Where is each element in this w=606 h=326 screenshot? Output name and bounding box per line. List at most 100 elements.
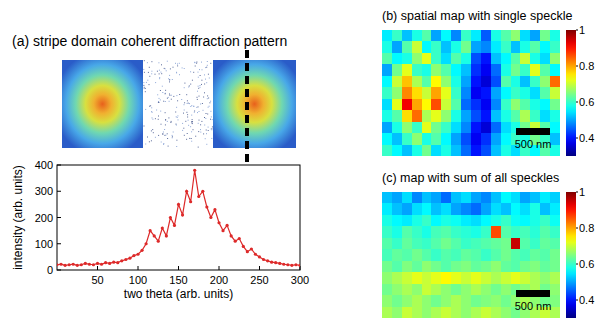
scale-bar-label: 500 nm	[515, 138, 552, 150]
heatmap-cell	[422, 41, 432, 53]
marker	[193, 169, 196, 172]
heatmap-cell	[412, 215, 422, 227]
heatmap-cell	[392, 284, 402, 296]
noise-dot	[210, 101, 211, 102]
heatmap-cell	[451, 64, 461, 76]
heatmap-cell	[431, 307, 441, 319]
noise-dot	[197, 112, 198, 113]
heatmap-cell	[461, 215, 471, 227]
heatmap-cell	[402, 99, 412, 111]
marker	[136, 253, 139, 256]
noise-dot	[200, 129, 201, 130]
noise-dot	[170, 122, 171, 123]
heatmap-cell	[422, 133, 432, 145]
marker	[173, 224, 176, 227]
marker	[246, 250, 249, 253]
noise-dot	[191, 131, 192, 132]
noise-dot	[164, 129, 165, 130]
heatmap-cell	[412, 76, 422, 88]
noise-dot	[198, 86, 199, 87]
heatmap-cell	[491, 284, 501, 296]
noise-dot	[211, 128, 212, 129]
noise-dot	[184, 83, 185, 84]
heatmap-cell	[431, 110, 441, 122]
heatmap-cell	[461, 76, 471, 88]
colorbar-tick-label: 0.4	[579, 132, 594, 144]
noise-dot	[158, 101, 159, 102]
heatmap-cell	[422, 99, 432, 111]
noise-dot	[194, 62, 195, 63]
noise-dot	[200, 75, 201, 76]
noise-dot	[159, 70, 160, 71]
marker	[254, 253, 257, 256]
heatmap-cell	[550, 307, 560, 319]
noise-dot	[144, 126, 145, 127]
heatmap-cell	[412, 122, 422, 134]
heatmap-cell	[481, 53, 491, 65]
heatmap-cell	[451, 30, 461, 42]
heatmap-cell	[431, 30, 441, 42]
noise-dot	[160, 99, 161, 100]
heatmap-cell	[392, 238, 402, 250]
noise-dot	[143, 82, 144, 83]
heatmap-cell	[491, 53, 501, 65]
heatmap-cell	[441, 64, 451, 76]
marker	[217, 221, 220, 224]
noise-dot	[157, 94, 158, 95]
heatmap-cell	[461, 192, 471, 204]
noise-dot	[176, 107, 177, 108]
noise-dot	[150, 105, 151, 106]
heatmap-cell	[481, 99, 491, 111]
noise-dot	[156, 110, 157, 111]
heatmap-cell	[481, 76, 491, 88]
noise-dot	[184, 135, 185, 136]
marker	[132, 254, 135, 257]
noise-dot	[197, 97, 198, 98]
noise-dot	[203, 110, 204, 111]
heatmap-cell	[382, 203, 392, 215]
heatmap-cell	[520, 87, 530, 99]
x-tick-label: 200	[210, 274, 228, 286]
line	[57, 170, 300, 265]
noise-dot	[179, 94, 180, 95]
heatmap-cell	[550, 133, 560, 145]
noise-dot	[207, 114, 208, 115]
x-tick-label: 250	[250, 274, 268, 286]
heatmap-cell	[530, 261, 540, 273]
noise-dot	[158, 135, 159, 136]
heatmap-cell	[382, 215, 392, 227]
colorbar-tick-label: 0.8	[579, 60, 594, 72]
noise-dot	[198, 131, 199, 132]
noise-dot	[160, 111, 161, 112]
heatmap-cell	[392, 76, 402, 88]
noise-dot	[211, 138, 212, 139]
heatmap-cell	[412, 41, 422, 53]
noise-dot	[184, 104, 185, 105]
heatmap-cell	[431, 249, 441, 261]
noise-dot	[211, 129, 212, 130]
marker	[189, 200, 192, 203]
marker	[124, 258, 127, 261]
heatmap-cell	[392, 64, 402, 76]
colorbar-tick	[576, 66, 578, 67]
noise-dot	[155, 137, 156, 138]
heatmap-cell	[520, 203, 530, 215]
heatmap-cell	[412, 30, 422, 42]
noise-dot	[149, 76, 150, 77]
x-tick-label: 300	[291, 274, 309, 286]
heatmap-cell	[402, 192, 412, 204]
x-tick	[178, 266, 179, 270]
heatmap-cell	[441, 110, 451, 122]
heatmap-cell	[550, 249, 560, 261]
heatmap-cell	[422, 192, 432, 204]
noise-dot	[144, 60, 145, 61]
heatmap-cell	[382, 284, 392, 296]
heatmap-cell	[422, 307, 432, 319]
heatmap-cell	[491, 76, 501, 88]
noise-dot	[199, 69, 200, 70]
marker	[80, 263, 83, 266]
noise-dot	[199, 120, 200, 121]
heatmap-cell	[402, 76, 412, 88]
heatmap-cell	[540, 30, 550, 42]
colorbar-tick	[576, 30, 578, 31]
